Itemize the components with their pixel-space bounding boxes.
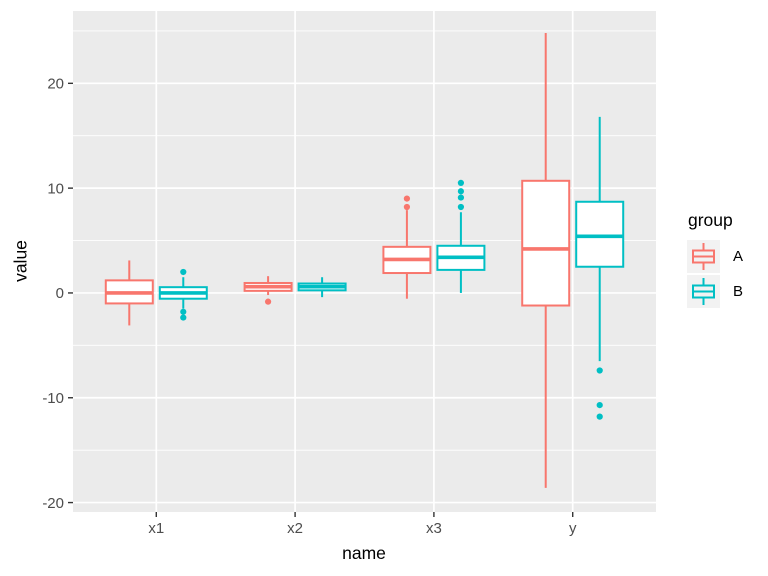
y-tick-label-0: 0	[56, 285, 64, 302]
legend-label-b: B	[733, 283, 744, 300]
box-B-x1-outlier-0	[180, 268, 187, 276]
y-tick-label-20: 20	[47, 76, 64, 93]
box-B-x3-outlier-1	[457, 194, 465, 201]
box-B-x3-outlier-3	[457, 179, 465, 186]
x-tick-label-y: y	[569, 520, 577, 537]
box-A-x3-outlier-1	[403, 195, 411, 202]
y-tick-label--20: -20	[42, 495, 64, 512]
y-tick-label--10: -10	[42, 390, 64, 407]
box-B-x3-outlier-2	[457, 188, 465, 195]
legend-key-a	[687, 240, 720, 273]
box-A-x2-outlier-0	[264, 298, 272, 305]
x-tick-label-x1: x1	[148, 520, 164, 537]
box-B-y-outlier-1	[596, 401, 603, 409]
y-tick-label-10: 10	[47, 180, 64, 197]
box-B-y-outlier-2	[596, 413, 603, 420]
legend-key-b	[687, 275, 720, 308]
box-B-y-outlier-0	[596, 367, 603, 374]
legend-label-a: A	[733, 248, 744, 265]
x-tick-label-x3: x3	[426, 520, 442, 537]
boxplot-glyph-icon	[692, 243, 715, 270]
legend-title: group	[688, 210, 733, 230]
box-B-x3-outlier-0	[457, 203, 465, 211]
legend-entry-a: A	[687, 240, 743, 273]
box-A-y-iqr	[521, 179, 571, 307]
x-tick-label-x2: x2	[287, 520, 303, 537]
legend-entry-b: B	[687, 275, 743, 308]
y-axis-title: value	[10, 240, 31, 282]
x-axis-title: name	[342, 543, 386, 563]
boxplot-glyph-icon	[692, 278, 715, 305]
box-A-x3-outlier-0	[403, 203, 411, 211]
box-B-y-iqr	[575, 200, 625, 268]
legend: group A B	[687, 210, 743, 310]
box-B-x1-outlier-2	[180, 314, 187, 321]
box-B-x1-outlier-1	[180, 308, 187, 315]
